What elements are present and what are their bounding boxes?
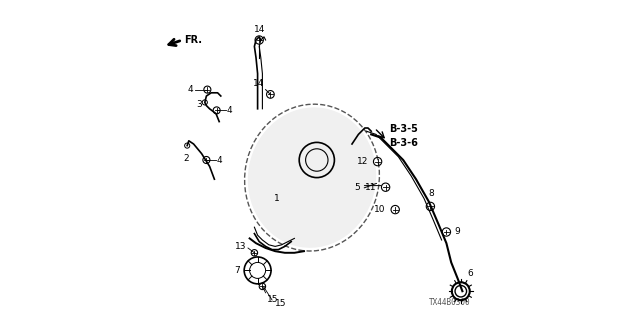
Text: 4: 4 (227, 106, 232, 115)
Text: 15: 15 (275, 300, 287, 308)
Text: 13: 13 (235, 242, 246, 251)
Text: 9: 9 (454, 228, 460, 236)
Text: 1: 1 (274, 194, 279, 203)
Text: 14: 14 (253, 79, 264, 88)
Text: B-3-6: B-3-6 (388, 138, 418, 148)
Text: 15: 15 (268, 295, 278, 304)
Text: FR.: FR. (184, 35, 202, 45)
Text: 11: 11 (365, 183, 376, 192)
Text: 2: 2 (184, 154, 189, 163)
Text: 4: 4 (217, 156, 223, 164)
Text: 5: 5 (355, 183, 360, 192)
Text: 6: 6 (468, 269, 474, 278)
Text: 10: 10 (374, 205, 385, 214)
Text: TX44B0300: TX44B0300 (429, 298, 470, 307)
Text: 8: 8 (429, 189, 435, 198)
Text: 3: 3 (196, 100, 202, 108)
Text: 14: 14 (253, 25, 265, 34)
Text: 7: 7 (234, 266, 240, 275)
Text: 4: 4 (188, 85, 193, 94)
Text: 12: 12 (356, 157, 368, 166)
Ellipse shape (248, 108, 376, 248)
Text: B-3-5: B-3-5 (388, 124, 418, 134)
